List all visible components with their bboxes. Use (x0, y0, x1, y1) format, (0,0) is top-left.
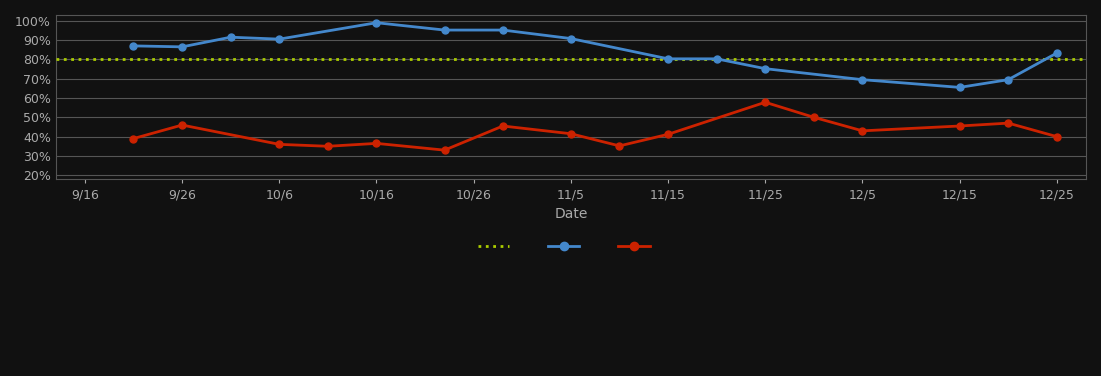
Legend:  ,  ,  : , , (473, 235, 668, 258)
X-axis label: Date: Date (554, 207, 588, 221)
